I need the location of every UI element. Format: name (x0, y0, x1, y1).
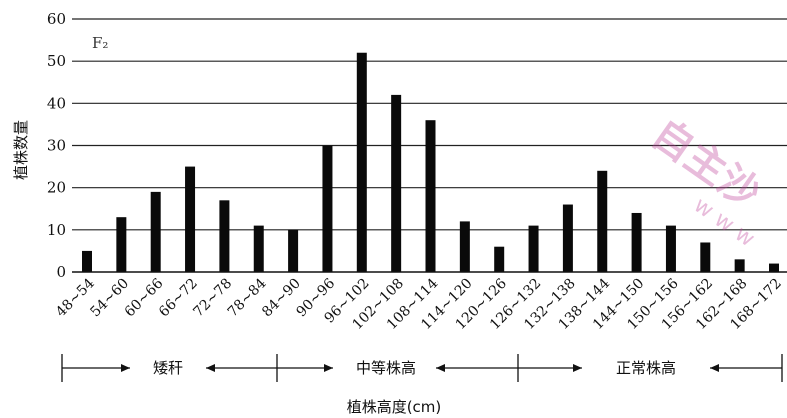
bar (219, 200, 230, 272)
bar (253, 225, 264, 272)
y-tick-label: 40 (47, 94, 66, 112)
y-axis-label: 植株数量 (12, 120, 30, 180)
range-brackets: 矮秆 中等株高 正常株高 (61, 354, 783, 382)
bar (597, 170, 608, 272)
bar (700, 242, 711, 272)
arrow-left (710, 364, 719, 372)
arrow-right (573, 364, 582, 372)
bar (322, 145, 333, 272)
arrow-left (206, 364, 215, 372)
bar (288, 229, 299, 272)
arrow-right (324, 364, 333, 372)
bar (150, 191, 161, 272)
y-tick-label: 30 (47, 137, 66, 155)
bars (82, 52, 779, 273)
y-tick-label: 20 (47, 179, 66, 197)
chart-title: F₂ (92, 34, 108, 52)
bar (562, 204, 573, 272)
y-tick-label: 50 (47, 52, 66, 70)
y-tick-label: 0 (56, 263, 66, 281)
bar (734, 259, 745, 272)
range-label: 正常株高 (616, 359, 676, 377)
y-tick-label: 60 (47, 10, 66, 28)
x-tick-labels: 48~5454~6060~6666~7272~7878~8484~9090~96… (53, 275, 785, 332)
range-label: 中等株高 (356, 359, 416, 377)
bar (82, 250, 92, 272)
arrow-left (436, 364, 445, 372)
bar (665, 225, 676, 272)
bar (116, 217, 127, 272)
bar (459, 221, 470, 272)
bar (631, 212, 642, 272)
arrow-right (121, 364, 130, 372)
bar (494, 246, 505, 272)
bar (356, 52, 367, 272)
bar (769, 263, 779, 272)
y-tick-label: 10 (47, 221, 66, 239)
x-axis-label: 植株高度(cm) (347, 398, 442, 416)
range-label: 矮秆 (153, 359, 183, 377)
bar (528, 225, 539, 272)
y-tick-labels: 0 10 20 30 40 50 60 (47, 10, 66, 281)
bar (185, 166, 196, 272)
bar (425, 120, 436, 272)
bar (391, 94, 402, 273)
